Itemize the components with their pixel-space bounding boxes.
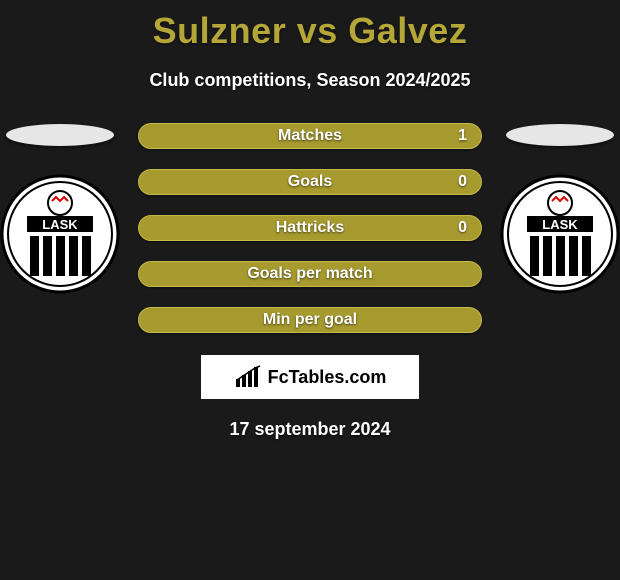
stat-row-matches: Matches 1 [138,123,482,149]
player-placeholder-ellipse [6,124,114,146]
club-badge-right: LASK [500,174,620,294]
stat-value-right: 0 [458,219,467,237]
page-title: Sulzner vs Galvez [0,0,620,52]
stat-label: Goals [288,173,332,191]
brand-box[interactable]: FcTables.com [201,355,419,399]
svg-text:LASK: LASK [542,217,578,232]
stat-value-right: 0 [458,173,467,191]
chart-icon [234,365,262,389]
stat-label: Min per goal [263,311,357,329]
stat-value-right: 1 [458,127,467,145]
stat-row-hattricks: Hattricks 0 [138,215,482,241]
svg-text:LASK: LASK [42,217,78,232]
stat-label: Matches [278,127,342,145]
brand-label: FcTables.com [268,367,387,388]
club-badge-left: LASK [0,174,120,294]
lask-badge-icon: LASK [500,174,620,294]
stat-row-goals: Goals 0 [138,169,482,195]
stat-row-goals-per-match: Goals per match [138,261,482,287]
lask-badge-icon: LASK [0,174,120,294]
date-line: 17 september 2024 [0,419,620,440]
stats-column: Matches 1 Goals 0 Hattricks 0 Goals per … [138,123,482,333]
stat-row-min-per-goal: Min per goal [138,307,482,333]
stat-label: Hattricks [276,219,344,237]
player-left-slot: LASK [0,124,120,294]
player-right-slot: LASK [500,124,620,294]
stat-label: Goals per match [247,265,372,283]
player-placeholder-ellipse [506,124,614,146]
subtitle: Club competitions, Season 2024/2025 [0,70,620,91]
